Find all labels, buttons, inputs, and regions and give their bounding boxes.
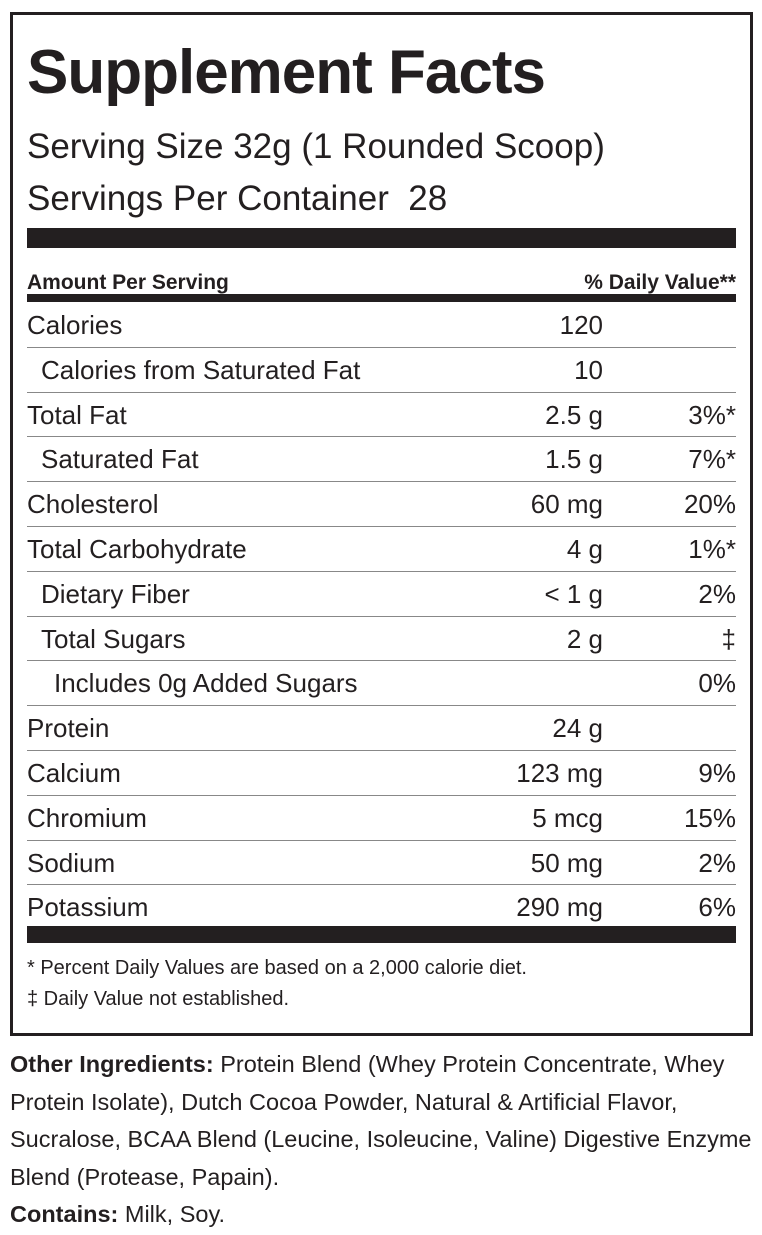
row: Sodium 50 mg 2% (27, 840, 736, 886)
daily-value: 6% (698, 892, 736, 923)
row: Calories from Saturated Fat 10 (27, 347, 736, 393)
amount: 5 mcg (532, 802, 603, 833)
servings-per-container: Servings Per Container 28 (27, 179, 448, 218)
ingredients-text: Protein Blend (Whey Protein Concentrate,… (10, 1051, 752, 1190)
daily-value: 3%* (688, 399, 736, 430)
row: Saturated Fat 1.5 g 7%* (27, 436, 736, 483)
amount: < 1 g (544, 578, 603, 609)
dv-header: % Daily Value** (584, 271, 736, 294)
amount: 10 (574, 354, 603, 385)
amount: 290 mg (516, 892, 603, 923)
daily-value: 2% (698, 578, 736, 609)
row: Total Sugars 2 g ‡ (27, 616, 736, 662)
nutrient: Calories from Saturated Fat (41, 354, 361, 385)
nutrient: Potassium (27, 892, 149, 923)
nutrient: Chromium (27, 802, 147, 833)
amount: 123 mg (516, 758, 603, 788)
ingredients: Other Ingredients: Protein Blend (Whey P… (10, 1046, 760, 1234)
row: Calcium 123 mg 9% (27, 750, 736, 796)
amount-header: Amount Per Serving (27, 271, 229, 294)
facts-panel: Supplement Facts Serving Size 32g (1 Rou… (10, 12, 753, 1036)
nutrient: Sodium (27, 847, 116, 878)
nutrient: Saturated Fat (41, 444, 199, 475)
daily-value: 9% (698, 758, 736, 788)
footnote: * Percent Daily Values are based on a 2,… (27, 957, 527, 979)
nutrient: Protein (27, 713, 110, 744)
amount: 50 mg (530, 847, 603, 878)
row: Potassium 290 mg 6% (27, 884, 736, 929)
nutrient: Cholesterol (27, 489, 159, 520)
thick-rule (27, 926, 736, 943)
nutrient: Calories (27, 310, 123, 340)
nutrient: Total Sugars (41, 623, 186, 654)
nutrient: Calcium (27, 758, 121, 788)
title: Supplement Facts (27, 38, 546, 107)
row: Chromium 5 mcg 15% (27, 795, 736, 841)
footnote: ‡ Daily Value not established. (27, 988, 290, 1010)
amount: 120 (559, 310, 603, 340)
daily-value: 20% (683, 489, 736, 520)
contains-text: Milk, Soy. (118, 1201, 225, 1227)
medium-rule (27, 294, 736, 302)
daily-value: 7%* (688, 444, 736, 475)
amount: 4 g (566, 534, 603, 564)
daily-value: ‡ (721, 623, 736, 654)
amount: 24 g (552, 713, 603, 744)
contains-label: Contains: (10, 1201, 119, 1227)
nutrient: Dietary Fiber (41, 578, 190, 609)
nutrient: Total Fat (27, 399, 127, 430)
daily-value: 0% (698, 668, 736, 699)
amount: 60 mg (530, 489, 603, 520)
row: Total Carbohydrate 4 g 1%* (27, 526, 736, 572)
row: Total Fat 2.5 g 3%* (27, 392, 736, 438)
amount: 1.5 g (545, 444, 603, 475)
amount: 2.5 g (545, 399, 603, 430)
daily-value: 2% (698, 847, 736, 878)
row: Protein 24 g (27, 705, 736, 751)
row: Calories 120 (27, 302, 736, 348)
nutrient: Includes 0g Added Sugars (54, 668, 358, 699)
row: Includes 0g Added Sugars 0% (27, 660, 736, 707)
row: Dietary Fiber < 1 g 2% (27, 571, 736, 617)
serving-size: Serving Size 32g (1 Rounded Scoop) (27, 127, 605, 166)
daily-value: 1%* (688, 534, 736, 564)
amount: 2 g (566, 623, 603, 654)
ingredients-label: Other Ingredients: (10, 1051, 214, 1077)
row: Cholesterol 60 mg 20% (27, 481, 736, 527)
nutrient: Total Carbohydrate (27, 534, 247, 564)
thick-rule (27, 228, 736, 248)
daily-value: 15% (683, 802, 736, 833)
